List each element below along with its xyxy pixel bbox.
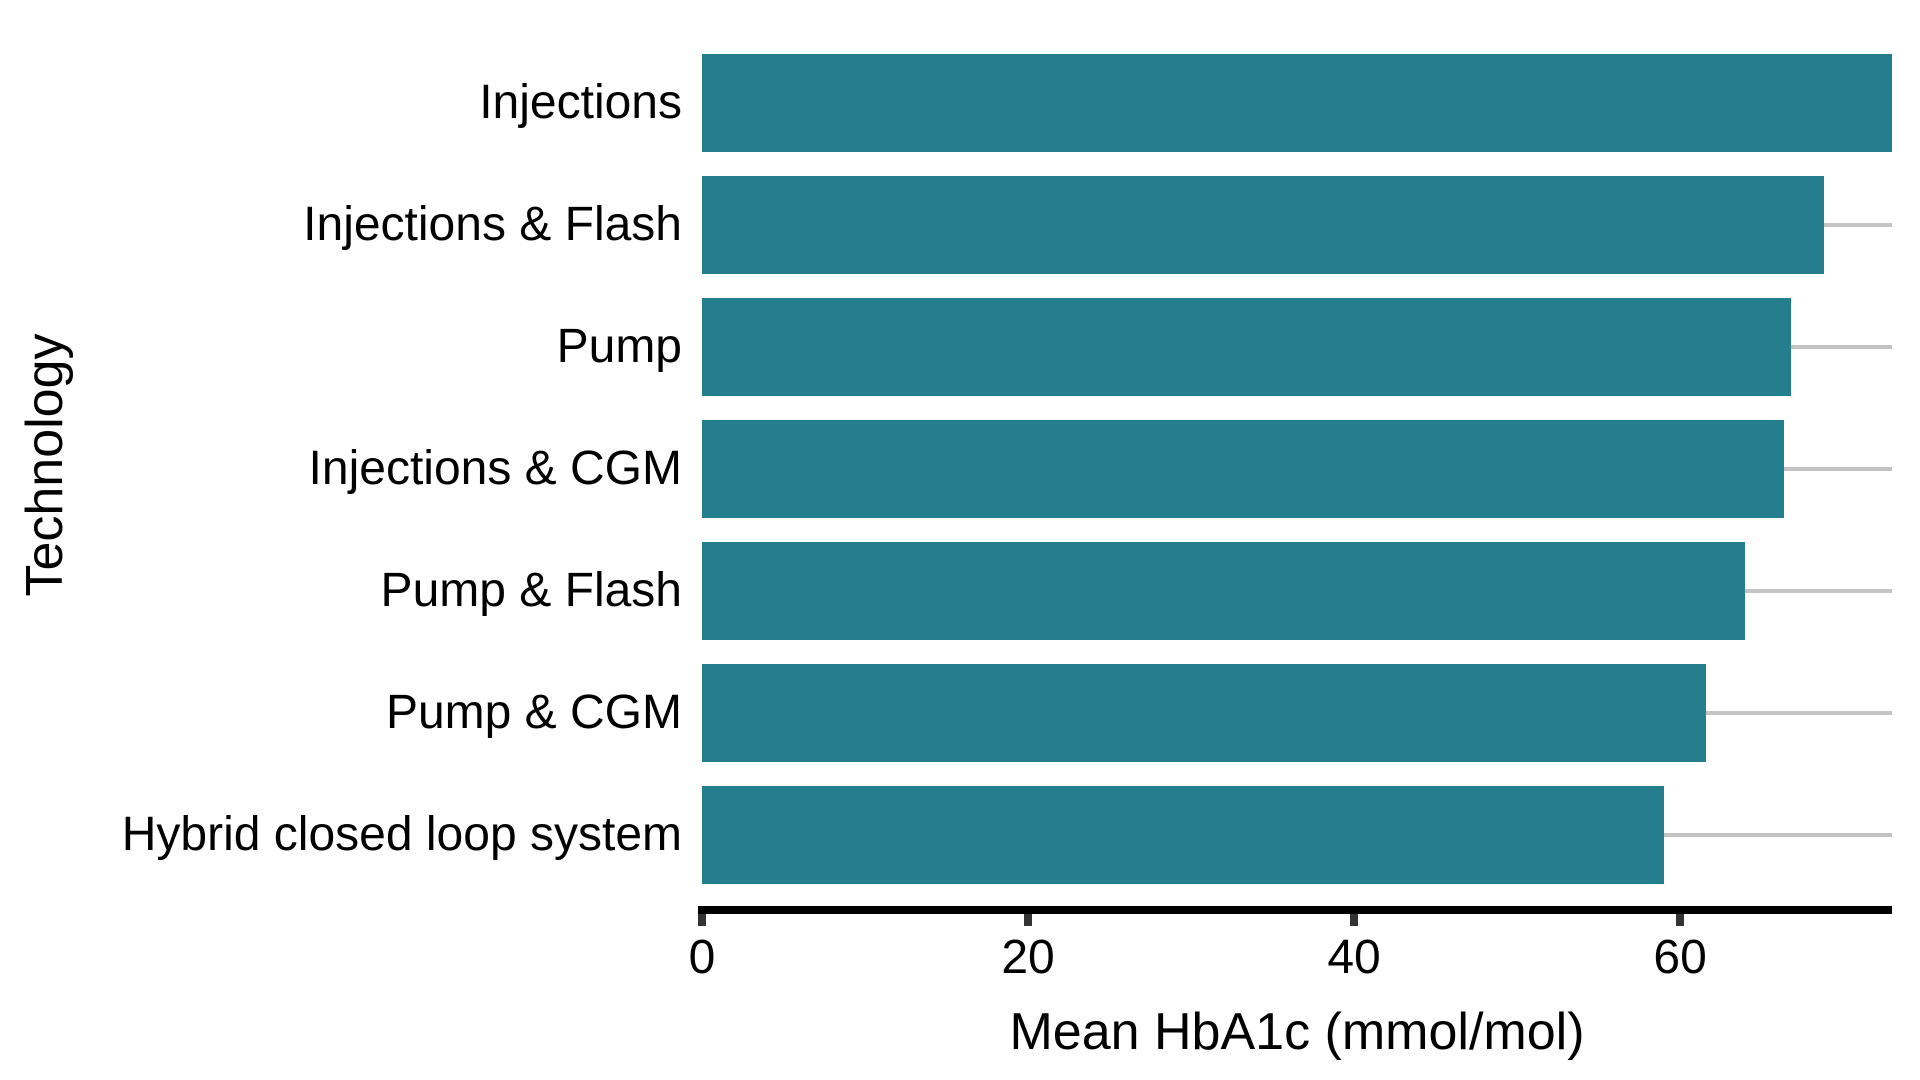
x-tick-label-40: 40 bbox=[1327, 931, 1381, 984]
error-bar-injections-cgm bbox=[1784, 466, 1892, 471]
error-bar-pump bbox=[1790, 344, 1892, 349]
y-label-injections-cgm: Injections & CGM bbox=[308, 441, 682, 495]
bar-injections-cgm bbox=[702, 419, 1785, 518]
x-tick-label-60: 60 bbox=[1653, 931, 1707, 984]
x-tick-60 bbox=[1676, 914, 1685, 926]
y-label-hybrid-closed-loop-system: Hybrid closed loop system bbox=[121, 807, 682, 861]
bar-hybrid-closed-loop-system bbox=[702, 785, 1664, 884]
x-tick-40 bbox=[1350, 914, 1359, 926]
error-bar-hybrid-closed-loop-system bbox=[1663, 832, 1892, 837]
bar-pump-flash bbox=[702, 541, 1746, 640]
x-axis-title: Mean HbA1c (mmol/mol) bbox=[1009, 1003, 1585, 1061]
x-tick-label-20: 20 bbox=[1001, 931, 1055, 984]
x-axis-line bbox=[698, 906, 1892, 914]
x-tick-20 bbox=[1024, 914, 1033, 926]
error-bar-injections-flash bbox=[1823, 222, 1892, 227]
y-label-pump: Pump bbox=[556, 319, 682, 373]
bar-injections bbox=[702, 53, 1892, 152]
error-bar-pump-flash bbox=[1745, 588, 1892, 593]
bar-pump-cgm bbox=[702, 663, 1707, 762]
x-tick-label-0: 0 bbox=[688, 931, 716, 984]
x-tick-0 bbox=[698, 914, 706, 926]
y-label-injections-flash: Injections & Flash bbox=[303, 197, 682, 251]
error-bar-pump-cgm bbox=[1706, 710, 1892, 715]
bar-pump bbox=[702, 297, 1791, 396]
y-label-pump-flash: Pump & Flash bbox=[380, 563, 682, 617]
bar-injections-flash bbox=[702, 175, 1824, 274]
y-label-pump-cgm: Pump & CGM bbox=[385, 685, 682, 739]
y-label-injections: Injections bbox=[479, 75, 682, 129]
